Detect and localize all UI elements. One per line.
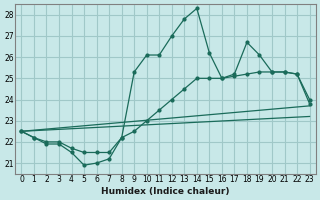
X-axis label: Humidex (Indice chaleur): Humidex (Indice chaleur)	[101, 187, 230, 196]
